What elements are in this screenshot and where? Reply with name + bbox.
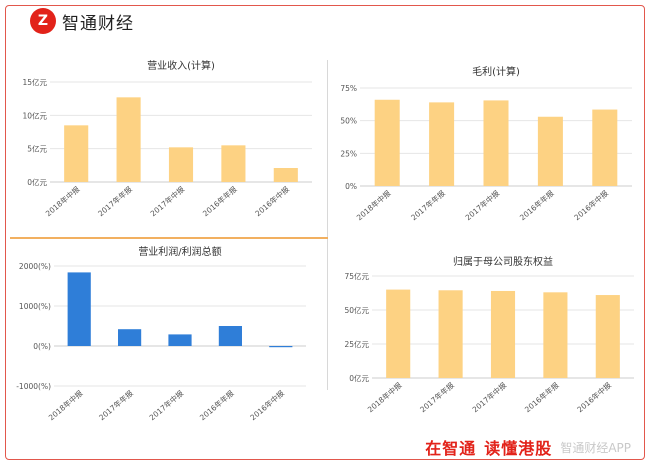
x-tick-label: 2016年年报 [197,388,236,423]
shareholder-equity-chart: 归属于母公司股东权益 0亿元 25亿元 50亿元 75亿元 2018年中报 2017年年报 2… [344,255,634,415]
x-tick-label: 2018年中报 [43,184,82,219]
x-tick-label: 2017年年报 [418,380,457,415]
y-tick-label: 1000(%) [19,302,51,311]
bar [592,109,618,186]
y-tick-label: 0% [345,182,357,191]
x-tick-label: 2018年中报 [365,380,404,415]
bar [64,125,89,182]
bar [269,346,293,348]
x-tick-label: 2016年中报 [248,388,287,423]
chart-title: 毛利(计算) [472,65,520,78]
logo-text: 智通财经 [62,13,134,34]
y-tick-label: 75亿元 [344,271,369,281]
report-frame [5,5,645,460]
brand-logo[interactable]: Z 智通财经 [30,8,134,34]
chart-title: 归属于母公司股东权益 [453,255,553,268]
x-tick-label: 2017年中报 [463,188,502,223]
slogan-part-a: 在智通 [425,439,477,458]
x-tick-label: 2016年年报 [517,188,556,223]
chart-title: 营业收入(计算) [147,59,215,72]
logo-mark-icon: Z [30,8,56,34]
y-tick-label: 25亿元 [344,339,369,349]
x-tick-label: 2018年中报 [354,188,393,223]
bar [118,329,142,346]
y-tick-label: 10亿元 [22,110,47,120]
revenue-chart: 营业收入(计算) 0亿元 5亿元 10亿元 15亿元 2018年中报 2017年年报 2017… [22,59,312,219]
y-tick-label: 50亿元 [344,305,369,315]
y-tick-label: -1000(%) [16,382,51,391]
x-tick-label: 2017年中报 [148,184,187,219]
y-tick-label: 5亿元 [27,144,47,154]
x-tick-label: 2017年年报 [97,388,136,423]
x-tick-label: 2017年中报 [147,388,186,423]
y-tick-label: 15亿元 [22,77,47,87]
footer-slogan: 在智通 读懂港股 智通财经APP [425,435,631,459]
bar [67,272,91,346]
x-tick-label: 2016年中报 [572,188,611,223]
vertical-divider [327,60,328,390]
bar [438,290,463,378]
bar [221,145,246,182]
y-tick-label: 0亿元 [27,177,47,187]
x-tick-label: 2016年中报 [575,380,614,415]
bar [537,116,563,186]
operating-profit-chart: 营业利润/利润总额 -1000(%) 0(%) 1000(%) 2000(%) 2018年… [16,245,306,423]
y-tick-label: 0(%) [33,342,51,351]
bar [168,334,192,346]
y-tick-label: 25% [340,149,357,158]
bar [595,295,620,378]
y-tick-label: 75% [340,84,357,93]
bar [116,97,141,182]
bar [483,100,509,186]
bar [168,147,194,182]
y-tick-label: 0亿元 [349,373,369,383]
bar [386,289,411,378]
x-tick-label: 2016年年报 [522,380,561,415]
watermark-text: 智通财经APP [560,440,631,455]
bar [218,326,242,346]
x-tick-label: 2017年年报 [96,184,135,219]
x-tick-label: 2016年中报 [253,184,292,219]
slogan-part-b: 读懂港股 [484,439,553,458]
y-tick-label: 50% [340,117,357,126]
bar [374,99,400,186]
y-tick-label: 2000(%) [19,262,51,271]
horizontal-divider [10,237,328,239]
x-tick-label: 2017年年报 [409,188,448,223]
x-tick-label: 2016年年报 [200,184,239,219]
x-tick-label: 2018年中报 [46,388,85,423]
bar [490,290,516,378]
bar [429,102,455,186]
x-tick-label: 2017年中报 [470,380,509,415]
chart-title: 营业利润/利润总额 [138,245,221,258]
bar [543,292,568,378]
gross-margin-chart: 毛利(计算) 0% 25% 50% 75% 2018年中报 2017年年报 2017年中报 20… [340,65,632,223]
bar [273,168,298,182]
